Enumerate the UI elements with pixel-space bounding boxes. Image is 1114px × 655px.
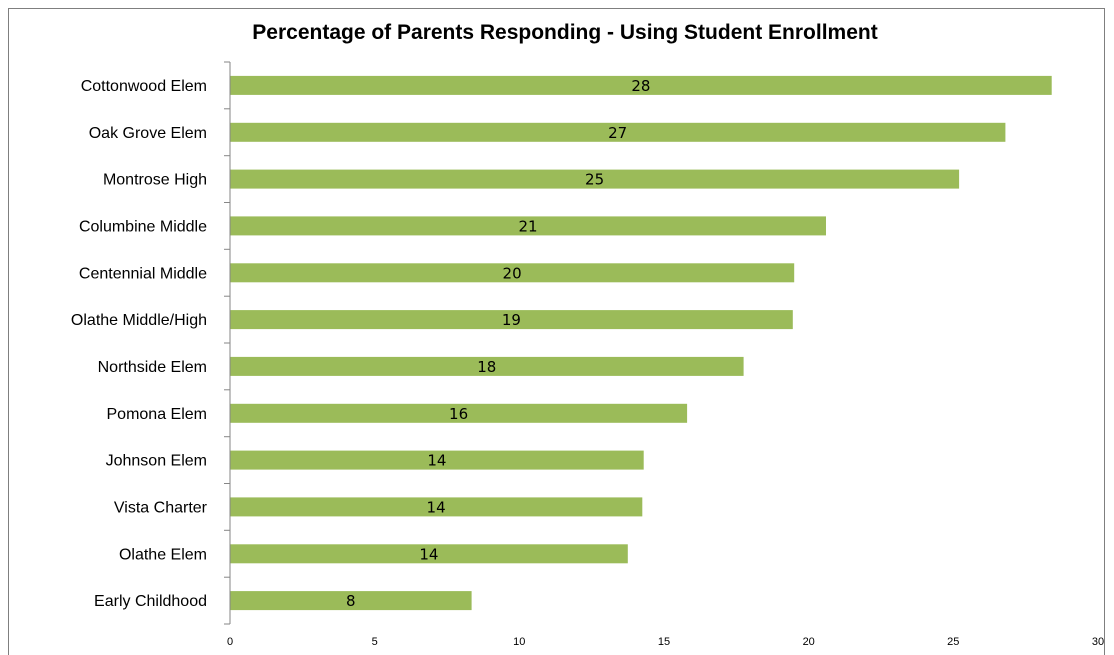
chart-frame: [8, 8, 1105, 655]
data-label: 27: [608, 124, 627, 142]
x-tick-label: 20: [803, 636, 815, 648]
bar: [230, 356, 744, 376]
category-label: Oak Grove Elem: [89, 125, 207, 142]
category-label: Montrose High: [103, 172, 207, 189]
x-tick-label: 10: [513, 636, 525, 648]
category-label: Early Childhood: [94, 593, 207, 610]
x-tick-label: 25: [947, 636, 959, 648]
category-label: Pomona Elem: [107, 406, 208, 423]
data-label: 18: [477, 358, 496, 376]
axis-layer: Cottonwood Elem Oak Grove Elem Montrose Hi…: [71, 61, 1104, 648]
bar: [230, 216, 826, 236]
category-label: Johnson Elem: [106, 453, 207, 470]
bar: [230, 544, 628, 564]
category-label: Olathe Elem: [119, 546, 207, 563]
category-label: Cottonwood Elem: [81, 78, 207, 95]
data-label: 21: [518, 217, 537, 235]
data-label: 14: [419, 545, 438, 563]
bars-layer: 28 27 25 21 20 19 18 16 14 14 14 8: [230, 75, 1052, 611]
bar: [230, 403, 688, 423]
data-label: 28: [631, 77, 650, 95]
data-label: 16: [449, 405, 468, 423]
data-label: 25: [585, 171, 604, 189]
category-label: Centennial Middle: [79, 265, 207, 282]
bar: [230, 169, 960, 189]
x-tick-label: 0: [227, 636, 233, 648]
bar: [230, 591, 472, 611]
x-tick-label: 30: [1092, 636, 1104, 648]
data-label: 8: [346, 592, 356, 610]
data-label: 14: [427, 452, 446, 470]
bar: [230, 450, 644, 470]
data-label: 14: [427, 498, 446, 516]
x-tick-label: 15: [658, 636, 670, 648]
x-tick-label: 5: [372, 636, 378, 648]
bar: [230, 122, 1006, 142]
category-label: Columbine Middle: [79, 218, 207, 235]
bar: [230, 75, 1052, 95]
data-label: 19: [502, 311, 521, 329]
bar: [230, 310, 793, 330]
chart-title: Percentage of Parents Responding - Using…: [252, 21, 877, 44]
bar: [230, 263, 795, 283]
category-label: Northside Elem: [98, 359, 207, 376]
data-label: 20: [503, 264, 522, 282]
category-label: Olathe Middle/High: [71, 312, 207, 329]
bar: [230, 497, 643, 517]
category-label: Vista Charter: [114, 499, 208, 516]
